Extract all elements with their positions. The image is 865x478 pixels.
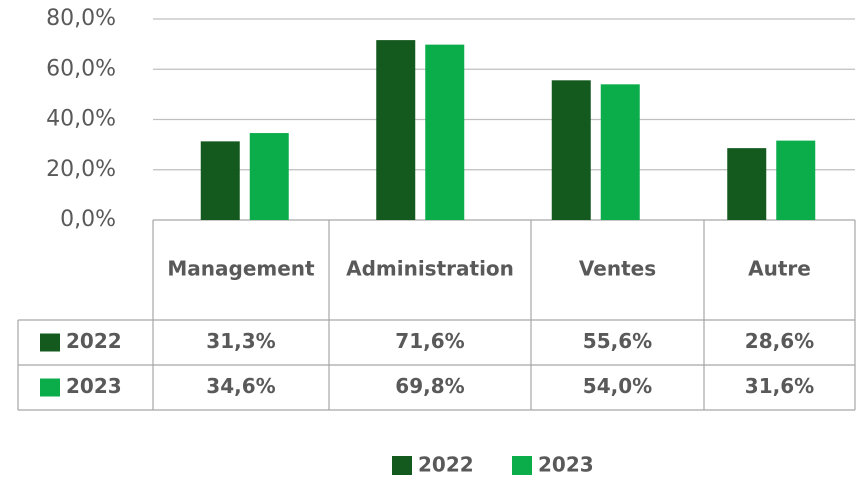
- data-label: 69,8%: [395, 374, 464, 398]
- table-series-name: 2022: [66, 329, 122, 353]
- category-label: Autre: [748, 257, 811, 281]
- bar: [249, 133, 289, 220]
- table-series-name: 2023: [66, 374, 122, 398]
- y-tick-label: 20,0%: [46, 157, 116, 182]
- data-label: 31,3%: [206, 329, 275, 353]
- y-tick-label: 80,0%: [46, 6, 116, 31]
- data-label: 34,6%: [206, 374, 275, 398]
- bar: [551, 80, 591, 221]
- data-label: 55,6%: [583, 329, 652, 353]
- bar: [376, 40, 416, 221]
- bar: [425, 44, 465, 220]
- bar: [200, 141, 240, 220]
- table-legend-key: [40, 378, 60, 397]
- data-label: 28,6%: [745, 329, 814, 353]
- data-label: 54,0%: [583, 374, 652, 398]
- legend-label: 2023: [538, 453, 594, 477]
- category-label: Ventes: [579, 257, 656, 281]
- bar: [727, 148, 767, 220]
- y-tick-label: 60,0%: [46, 56, 116, 81]
- category-label: Management: [167, 257, 315, 281]
- category-label: Administration: [346, 257, 514, 281]
- data-label: 71,6%: [395, 329, 464, 353]
- y-tick-label: 0,0%: [60, 207, 116, 232]
- legend-label: 2022: [418, 453, 474, 477]
- legend-key: [512, 456, 532, 475]
- y-tick-label: 40,0%: [46, 107, 116, 132]
- data-label: 31,6%: [745, 374, 814, 398]
- table-legend-key: [40, 333, 60, 352]
- bar: [600, 84, 640, 220]
- legend-key: [392, 456, 412, 475]
- bar: [776, 140, 816, 220]
